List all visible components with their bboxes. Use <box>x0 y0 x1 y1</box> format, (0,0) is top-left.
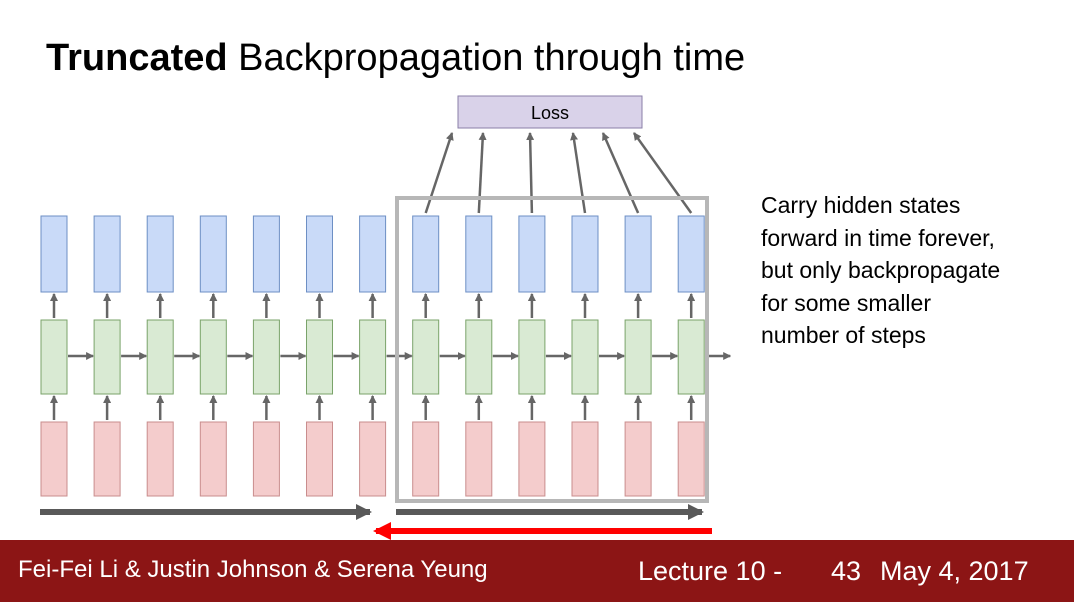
output-cell-4 <box>199 215 227 293</box>
rnn-diagram: Loss <box>40 95 732 540</box>
explanation-line-2: forward in time forever, <box>761 224 995 251</box>
hidden-cell-12 <box>624 319 652 395</box>
input-cell-4 <box>199 421 227 497</box>
output-cell-9 <box>465 215 493 293</box>
explanation-line-1: Carry hidden states <box>761 192 961 218</box>
output-cell-12 <box>624 215 652 293</box>
loss-box <box>457 95 643 129</box>
footer-lecture: Lecture 10 - <box>638 556 783 586</box>
hidden-cell-13 <box>677 319 705 395</box>
output-cell-8 <box>412 215 440 293</box>
slide-title: Truncated Backpropagation through time <box>46 36 745 82</box>
footer-date: May 4, 2017 <box>880 556 1029 586</box>
input-cell-8 <box>412 421 440 497</box>
input-cell-13 <box>677 421 705 497</box>
input-cell-5 <box>252 421 280 497</box>
loss-label: Loss <box>531 103 569 123</box>
slide-title-rest: Backpropagation through time <box>227 37 746 79</box>
output-cell-10 <box>518 215 546 293</box>
output-to-loss-arrow-1 <box>424 132 454 214</box>
output-cell-7 <box>359 215 387 293</box>
output-cell-6 <box>306 215 333 293</box>
output-cell-11 <box>571 215 599 293</box>
footer-slide-number: 43 <box>831 556 862 586</box>
explanation-line-4: for some smaller <box>761 289 931 316</box>
hidden-cell-5 <box>252 319 280 395</box>
hidden-cell-4 <box>199 319 227 395</box>
output-to-loss-arrow-4 <box>570 132 587 214</box>
input-cell-1 <box>40 421 68 497</box>
output-cell-3 <box>146 215 174 293</box>
output-cell-1 <box>40 215 68 293</box>
input-cell-3 <box>146 421 174 497</box>
footer-bar: Fei-Fei Li & Justin Johnson & Serena Yeu… <box>0 540 1074 602</box>
output-cell-5 <box>252 215 280 293</box>
explanation-line-5: number of steps <box>761 322 926 348</box>
input-cell-11 <box>571 421 599 497</box>
input-cell-7 <box>359 421 387 497</box>
output-cell-2 <box>93 215 121 293</box>
hidden-cell-9 <box>465 319 493 395</box>
hidden-cell-7 <box>359 319 387 395</box>
input-cell-6 <box>306 421 333 497</box>
loss-arrows <box>424 132 693 214</box>
input-cell-10 <box>518 421 546 497</box>
hidden-cell-6 <box>306 319 333 395</box>
truncation-window <box>395 196 709 503</box>
output-cell-13 <box>677 215 705 293</box>
explanation-line-3: but only backpropagate <box>761 257 1001 283</box>
input-cell-2 <box>93 421 121 497</box>
hidden-cell-2 <box>93 319 121 395</box>
output-to-loss-arrow-6 <box>632 132 693 214</box>
output-to-loss-arrow-3 <box>526 132 535 214</box>
hidden-cell-11 <box>571 319 599 395</box>
output-to-loss-arrow-2 <box>477 132 487 214</box>
hidden-cell-10 <box>518 319 546 395</box>
rnn-arrows <box>50 293 732 420</box>
hidden-cell-1 <box>40 319 68 395</box>
slide-title-bold: Truncated <box>46 37 228 79</box>
rnn-cells <box>40 215 705 497</box>
hidden-cell-3 <box>146 319 174 395</box>
output-to-loss-arrow-5 <box>601 132 640 214</box>
hidden-cell-8 <box>412 319 440 395</box>
input-cell-12 <box>624 421 652 497</box>
explanation-text: Carry hidden states forward in time fore… <box>761 189 1061 352</box>
footer-authors: Fei-Fei Li & Justin Johnson & Serena Yeu… <box>18 556 488 583</box>
input-cell-9 <box>465 421 493 497</box>
